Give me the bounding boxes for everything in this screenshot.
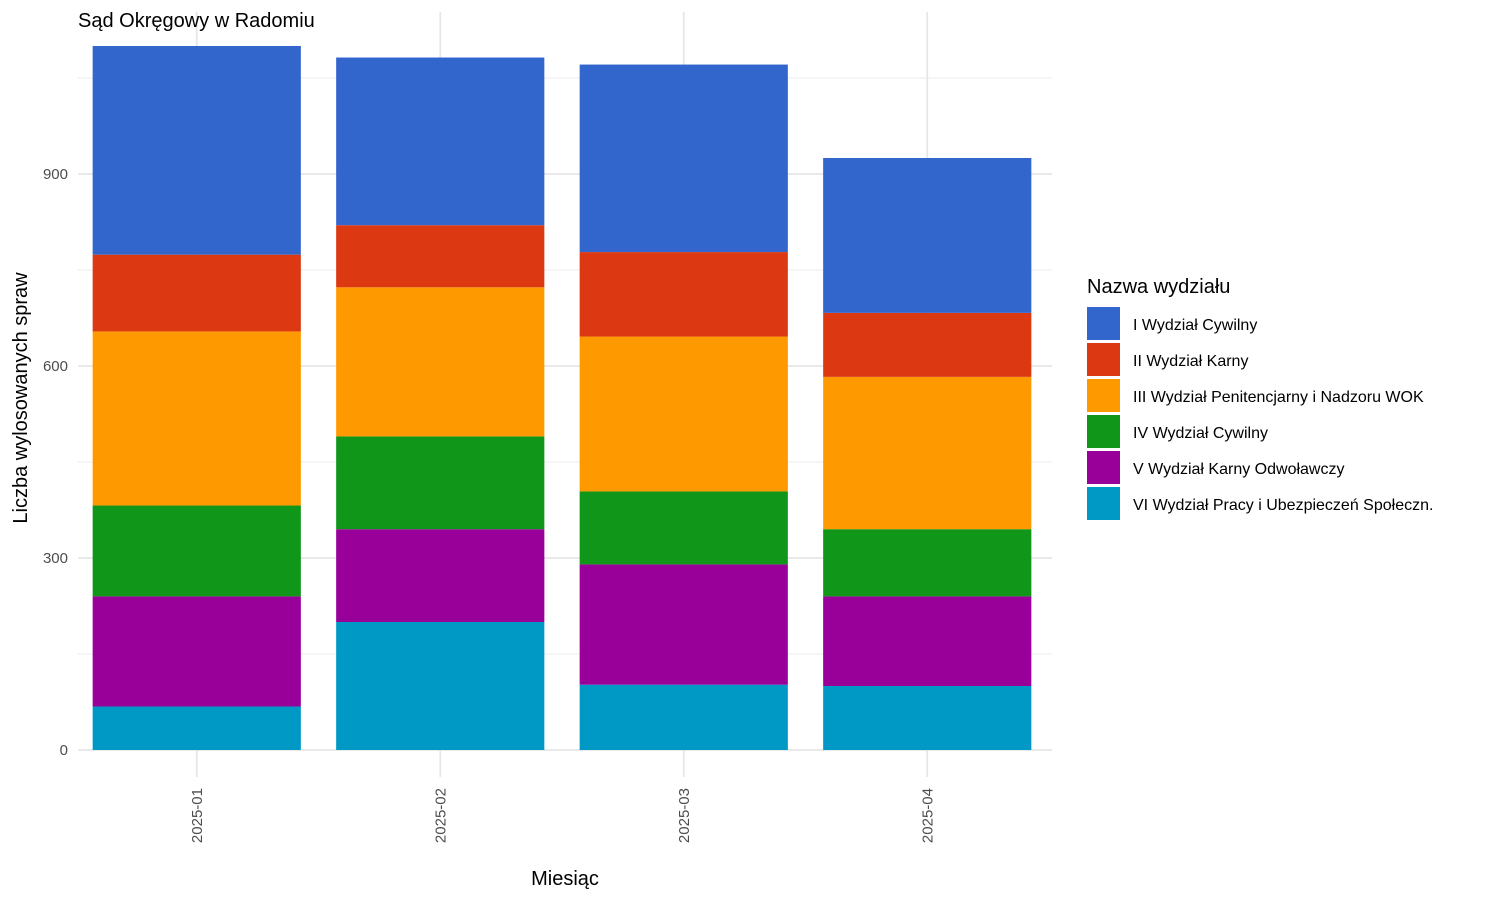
legend-swatch [1087, 343, 1120, 376]
bar-segment: IV Wydział Cywilny — 2025-04: 105 [823, 529, 1032, 597]
x-tick-labels: 2025-01 2025-02 2025-03 2025-04 [189, 788, 937, 843]
bar-segment: II Wydział Karny — 2025-03: 132 [579, 252, 788, 337]
legend-label: I Wydział Cywilny [1133, 317, 1257, 334]
legend-label: III Wydział Penitencjarny i Nadzoru WOK [1133, 389, 1424, 406]
y-axis-title: Liczba wylosowanych spraw [10, 272, 32, 524]
bar-segment: III Wydział Penitencjarny i Nadzoru WOK … [92, 331, 301, 506]
bar-segment: II Wydział Karny — 2025-04: 100 [823, 312, 1032, 377]
x-tick-label: 2025-01 [189, 788, 206, 843]
bar-segment: I Wydział Cywilny — 2025-02: 262 [336, 57, 545, 226]
y-tick-label: 0 [60, 742, 68, 759]
legend-label: VI Wydział Pracy i Ubezpieczeń Społeczn. [1133, 497, 1433, 514]
y-tick-label: 600 [43, 358, 68, 375]
x-axis-title: Miesiąc [531, 868, 599, 890]
bar-segment: I Wydział Cywilny — 2025-03: 293 [579, 64, 788, 253]
legend-title: Nazwa wydziału [1087, 276, 1230, 298]
bar-segment: IV Wydział Cywilny — 2025-02: 145 [336, 436, 545, 530]
bar-segment: III Wydział Penitencjarny i Nadzoru WOK … [336, 287, 545, 437]
bar-segment: V Wydział Karny Odwoławczy — 2025-04: 14… [823, 596, 1032, 686]
legend-label: IV Wydział Cywilny [1133, 425, 1268, 442]
bar-segment: I Wydział Cywilny — 2025-01: 326 [92, 46, 301, 255]
y-tick-labels: 0 300 600 900 [43, 166, 68, 759]
y-tick-label: 300 [43, 550, 68, 567]
bar-segment: V Wydział Karny Odwoławczy — 2025-02: 14… [336, 529, 545, 622]
y-tick-label: 900 [43, 166, 68, 183]
legend-swatch [1087, 379, 1120, 412]
legend-label: V Wydział Karny Odwoławczy [1133, 461, 1344, 478]
legend-label: II Wydział Karny [1133, 353, 1248, 370]
bar-segment: II Wydział Karny — 2025-01: 120 [92, 254, 301, 332]
bars: VI Wydział Pracy i Ubezpieczeń Społeczn.… [92, 46, 1032, 750]
x-tick-label: 2025-02 [432, 788, 449, 843]
chart-title: Sąd Okręgowy w Radomiu [78, 10, 315, 32]
bar-segment: VI Wydział Pracy i Ubezpieczeń Społeczn.… [336, 622, 545, 750]
legend-swatch [1087, 415, 1120, 448]
bar-segment: III Wydział Penitencjarny i Nadzoru WOK … [823, 376, 1032, 530]
bar-segment: V Wydział Karny Odwoławczy — 2025-03: 18… [579, 564, 788, 685]
bar-segment: I Wydział Cywilny — 2025-04: 242 [823, 158, 1032, 313]
bar-segment: VI Wydział Pracy i Ubezpieczeń Społeczn.… [823, 686, 1032, 750]
legend-swatch [1087, 307, 1120, 340]
bar-segment: IV Wydział Cywilny — 2025-01: 142 [92, 505, 301, 597]
bar-segment: VI Wydział Pracy i Ubezpieczeń Społeczn.… [92, 706, 301, 750]
bar-segment: IV Wydział Cywilny — 2025-03: 114 [579, 491, 788, 565]
bar-segment: V Wydział Karny Odwoławczy — 2025-01: 17… [92, 596, 301, 707]
bar-segment: III Wydział Penitencjarny i Nadzoru WOK … [579, 336, 788, 492]
x-tick-label: 2025-04 [919, 788, 936, 843]
legend: Nazwa wydziału I Wydział Cywilny II Wydzi… [1087, 276, 1433, 520]
bar-segment: II Wydział Karny — 2025-02: 97 [336, 225, 545, 288]
bar-segment: VI Wydział Pracy i Ubezpieczeń Społeczn.… [579, 684, 788, 750]
x-tick-label: 2025-03 [676, 788, 693, 843]
legend-swatch [1087, 487, 1120, 520]
legend-swatch [1087, 451, 1120, 484]
